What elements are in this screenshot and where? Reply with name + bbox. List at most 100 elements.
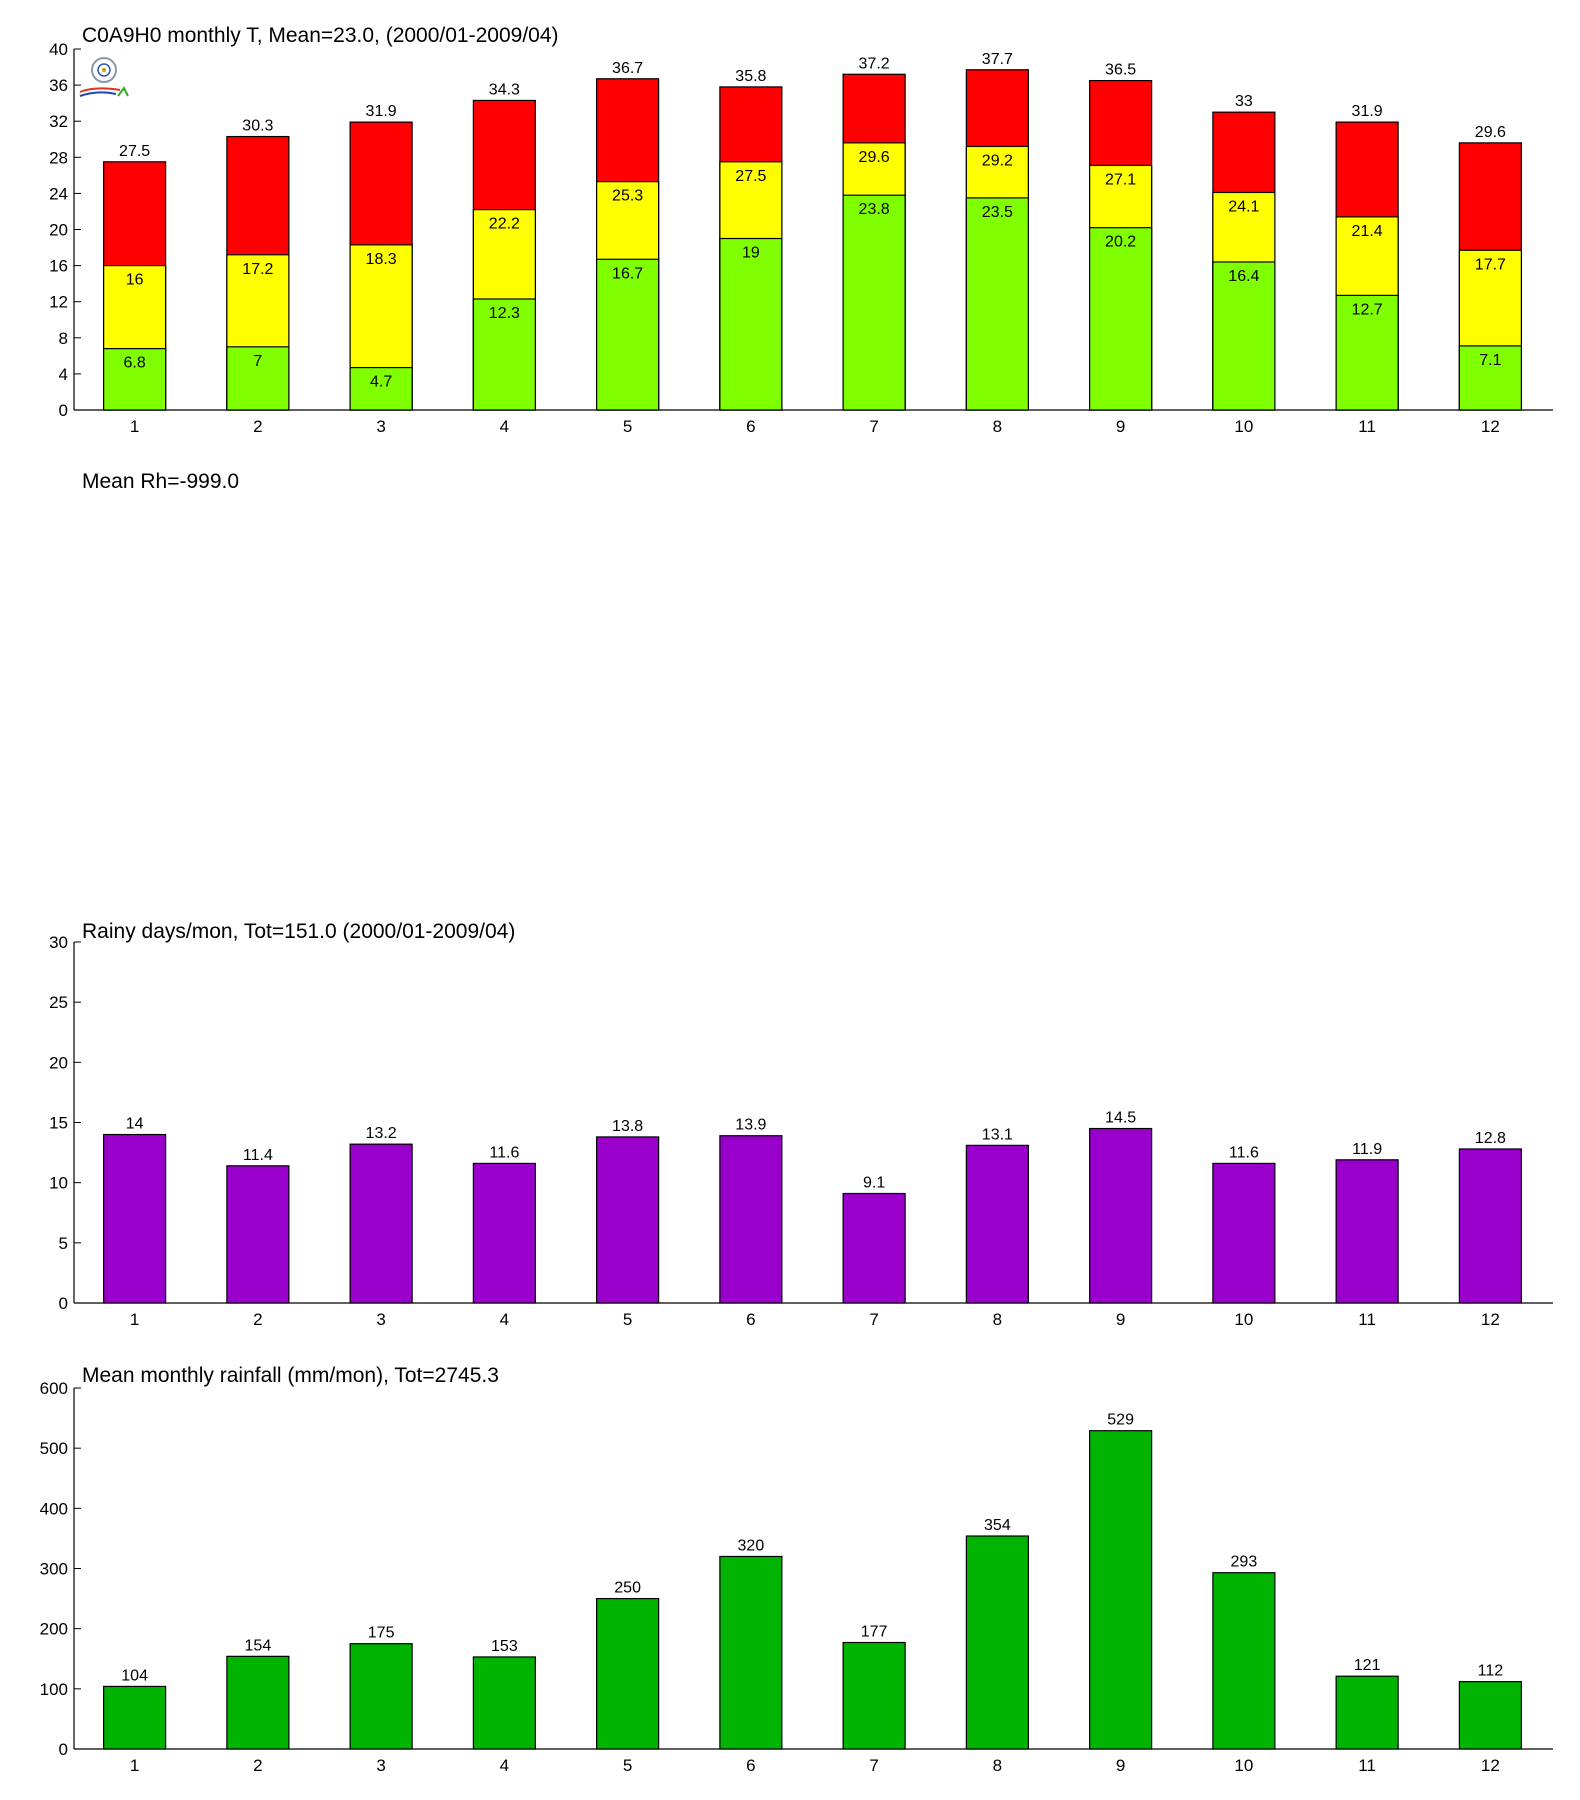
temp-max-label: 27.5 — [119, 143, 150, 160]
temp-x-tick-label: 11 — [1358, 417, 1376, 436]
rain-bar — [596, 1597, 660, 1750]
temp-mean-label: 17.2 — [242, 261, 273, 278]
temp-x-tick-label: 8 — [993, 417, 1002, 436]
temp-min-label: 7.1 — [1479, 352, 1501, 369]
temp-y-tick-label: 4 — [59, 365, 68, 384]
temp-mean-label: 17.7 — [1475, 256, 1506, 273]
temp-min-label: 16.4 — [1228, 268, 1259, 285]
temp-max-label: 33 — [1235, 93, 1253, 110]
temp-x-tick-label: 7 — [869, 417, 878, 436]
temp-x-tick-label: 1 — [130, 417, 139, 436]
rainy-x-tick-label: 7 — [869, 1310, 878, 1329]
rainy-y-tick-label: 10 — [49, 1174, 68, 1193]
rain-y-tick-label: 400 — [40, 1499, 68, 1518]
rainy-value-label: 14 — [126, 1116, 144, 1133]
temp-y-tick-label: 16 — [49, 257, 68, 276]
rain-x-tick-label: 5 — [623, 1756, 632, 1775]
rainfall-chart-title: Mean monthly rainfall (mm/mon), Tot=2745… — [82, 1364, 499, 1387]
temp-x-tick-label: 10 — [1234, 417, 1253, 436]
rainy-x-tick-label: 5 — [623, 1310, 632, 1329]
rainy-y-tick-label: 15 — [49, 1114, 68, 1133]
rainy-bar — [1335, 1159, 1399, 1304]
temp-min-bar — [1458, 345, 1522, 411]
temp-max-label: 36.5 — [1105, 62, 1136, 79]
temp-min-label: 16.7 — [612, 265, 643, 282]
temp-mean-label: 27.5 — [735, 168, 766, 185]
rain-x-tick-label: 1 — [130, 1756, 139, 1775]
temp-min-label: 12.7 — [1352, 301, 1383, 318]
rain-bar — [719, 1555, 783, 1750]
temp-x-tick-label: 2 — [253, 417, 262, 436]
temp-min-bar — [1089, 227, 1153, 411]
rainy-y-tick-label: 20 — [49, 1053, 68, 1072]
temp-mean-label: 29.2 — [982, 152, 1013, 169]
rain-bar — [226, 1655, 290, 1750]
rain-x-tick-label: 7 — [869, 1756, 878, 1775]
rain-x-tick-label: 2 — [253, 1756, 262, 1775]
temp-x-tick-label: 3 — [376, 417, 385, 436]
temp-mean-label: 24.1 — [1228, 198, 1259, 215]
rain-bar — [472, 1656, 536, 1750]
rain-bar — [965, 1535, 1029, 1750]
temp-min-bar — [1335, 294, 1399, 411]
rainy-value-label: 11.4 — [243, 1147, 273, 1164]
rainy-x-tick-label: 3 — [376, 1310, 385, 1329]
temp-min-label: 23.5 — [982, 204, 1013, 221]
temp-mean-label: 16 — [126, 272, 144, 289]
rainy-bar — [1212, 1162, 1276, 1304]
rain-x-tick-label: 11 — [1358, 1756, 1376, 1775]
temp-y-tick-label: 36 — [49, 76, 68, 95]
temp-min-bar — [965, 197, 1029, 411]
rain-x-tick-label: 8 — [993, 1756, 1002, 1775]
rain-x-tick-label: 10 — [1234, 1756, 1253, 1775]
rain-bar — [1458, 1681, 1522, 1750]
rain-x-tick-label: 3 — [376, 1756, 385, 1775]
rainy-bar — [842, 1192, 906, 1304]
temp-min-bar — [103, 348, 167, 411]
temp-max-label: 35.8 — [735, 68, 766, 85]
temp-min-label: 19 — [742, 245, 760, 262]
rainy-bar — [226, 1165, 290, 1304]
rainy-y-tick-label: 5 — [59, 1234, 68, 1253]
rain-value-label: 177 — [861, 1624, 888, 1641]
temp-y-tick-label: 0 — [59, 401, 68, 420]
temp-mean-label: 25.3 — [612, 188, 643, 205]
temp-y-tick-label: 32 — [49, 112, 68, 131]
temp-max-label: 29.6 — [1475, 124, 1506, 141]
rainy-y-tick-label: 0 — [59, 1294, 68, 1313]
rainy-value-label: 13.2 — [366, 1125, 397, 1142]
temp-mean-label: 21.4 — [1352, 223, 1383, 240]
rain-bar — [1089, 1430, 1153, 1750]
rainy-x-tick-label: 6 — [746, 1310, 755, 1329]
rainy-bar — [349, 1143, 413, 1304]
temp-y-tick-label: 40 — [49, 40, 68, 59]
rainy-days-chart-title: Rainy days/mon, Tot=151.0 (2000/01-2009/… — [82, 920, 515, 943]
rainy-bar — [103, 1133, 167, 1304]
temp-mean-label: 29.6 — [859, 149, 890, 166]
temp-min-bar — [1212, 261, 1276, 411]
station-logo-icon — [79, 57, 129, 97]
temp-min-label: 4.7 — [370, 374, 392, 391]
rain-bar — [349, 1643, 413, 1750]
rainy-value-label: 12.8 — [1475, 1130, 1506, 1147]
rain-bar — [1212, 1572, 1276, 1750]
temp-min-bar — [226, 346, 290, 411]
rain-y-tick-label: 200 — [40, 1620, 68, 1639]
temp-mean-label: 27.1 — [1105, 171, 1136, 188]
temp-max-label: 37.7 — [982, 51, 1013, 68]
temp-plot-area — [74, 49, 1553, 410]
rain-y-tick-label: 500 — [40, 1439, 68, 1458]
temp-x-tick-label: 6 — [746, 417, 755, 436]
temp-min-label: 23.8 — [859, 201, 890, 218]
rainy-value-label: 13.1 — [982, 1126, 1013, 1143]
rain-value-label: 153 — [491, 1638, 518, 1655]
rainy-bar — [472, 1162, 536, 1304]
temp-mean-label: 22.2 — [489, 216, 520, 233]
rain-y-tick-label: 0 — [59, 1740, 68, 1759]
rain-x-tick-label: 12 — [1481, 1756, 1500, 1775]
rain-value-label: 250 — [614, 1580, 641, 1597]
rain-plot-area — [74, 1388, 1553, 1749]
rainy-x-tick-label: 9 — [1116, 1310, 1125, 1329]
